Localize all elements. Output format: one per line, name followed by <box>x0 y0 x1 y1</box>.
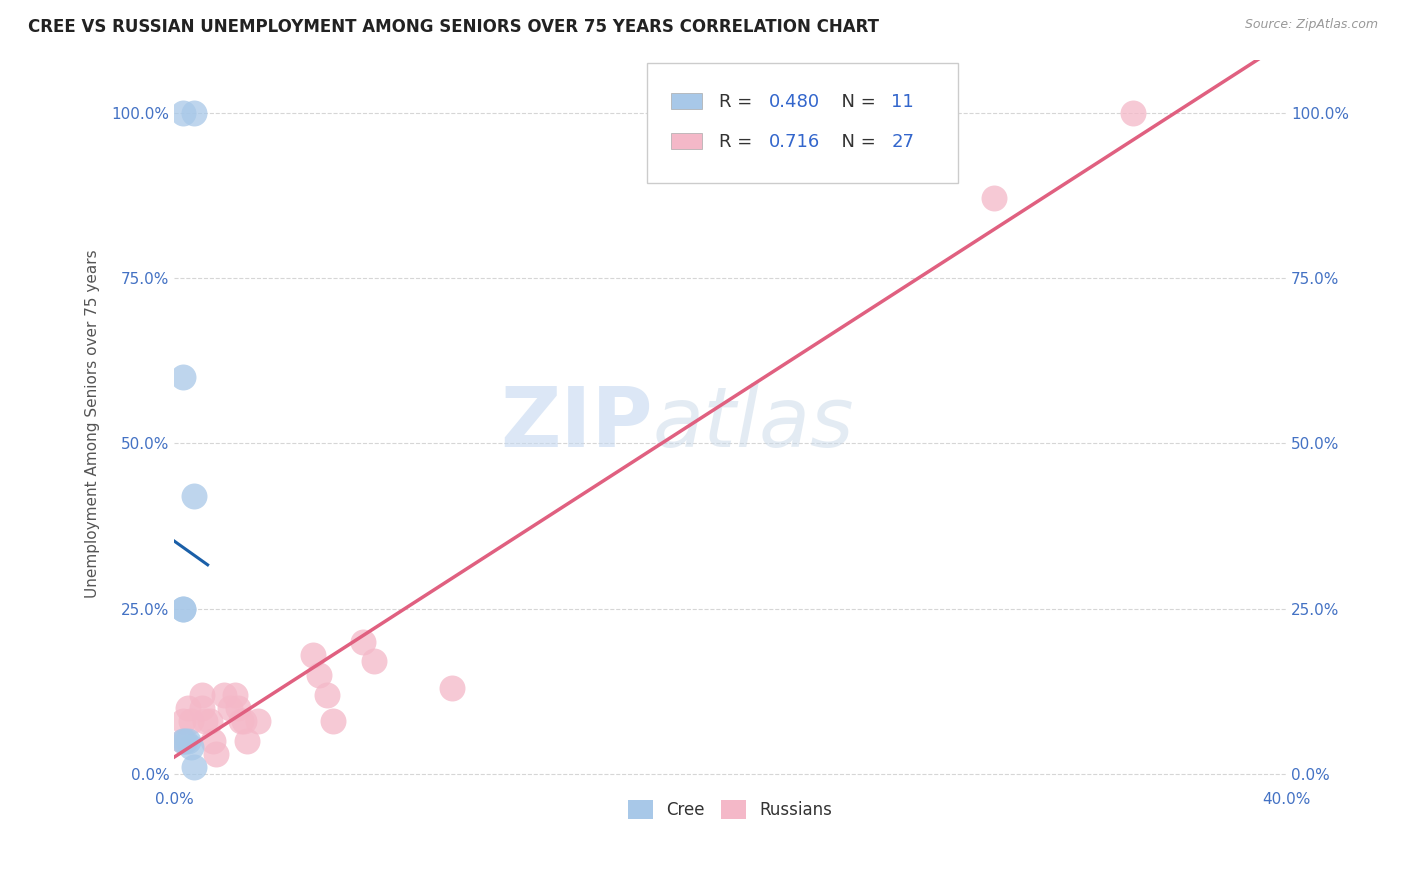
Point <box>205 747 228 761</box>
Point <box>183 489 205 503</box>
Text: N =: N = <box>830 133 882 151</box>
Point <box>1122 105 1144 120</box>
Point <box>322 714 344 728</box>
Point <box>172 734 194 748</box>
Point <box>172 601 194 615</box>
Point <box>229 714 252 728</box>
Point <box>246 714 269 728</box>
FancyBboxPatch shape <box>671 93 703 109</box>
Point <box>172 601 194 615</box>
Point <box>200 714 222 728</box>
Point <box>363 655 385 669</box>
Point <box>191 700 214 714</box>
Text: Source: ZipAtlas.com: Source: ZipAtlas.com <box>1244 18 1378 31</box>
Text: 11: 11 <box>891 93 914 111</box>
Point <box>214 688 236 702</box>
Text: 27: 27 <box>891 133 914 151</box>
Text: 0.716: 0.716 <box>769 133 820 151</box>
Text: N =: N = <box>830 93 882 111</box>
Text: R =: R = <box>718 93 758 111</box>
Point <box>316 688 339 702</box>
Point <box>218 700 240 714</box>
Point <box>180 714 202 728</box>
Legend: Cree, Russians: Cree, Russians <box>621 794 839 826</box>
Point <box>194 714 217 728</box>
Point <box>232 714 254 728</box>
Text: 0.480: 0.480 <box>769 93 820 111</box>
Y-axis label: Unemployment Among Seniors over 75 years: Unemployment Among Seniors over 75 years <box>86 249 100 598</box>
Point <box>172 370 194 384</box>
Point <box>235 734 257 748</box>
Point <box>172 734 194 748</box>
Text: CREE VS RUSSIAN UNEMPLOYMENT AMONG SENIORS OVER 75 YEARS CORRELATION CHART: CREE VS RUSSIAN UNEMPLOYMENT AMONG SENIO… <box>28 18 879 36</box>
Text: ZIP: ZIP <box>499 383 652 464</box>
Point <box>202 734 225 748</box>
Point <box>441 681 464 695</box>
Point <box>983 192 1005 206</box>
Text: atlas: atlas <box>652 383 853 464</box>
Point <box>177 700 200 714</box>
Point <box>224 688 246 702</box>
Point <box>174 734 197 748</box>
Point <box>308 667 330 681</box>
Point <box>183 760 205 774</box>
Point <box>177 734 200 748</box>
FancyBboxPatch shape <box>647 63 957 183</box>
Point <box>172 714 194 728</box>
Point <box>172 105 194 120</box>
Point <box>180 740 202 755</box>
Point <box>352 634 374 648</box>
Text: R =: R = <box>718 133 758 151</box>
Point <box>302 648 325 662</box>
Point <box>183 105 205 120</box>
Point <box>191 688 214 702</box>
FancyBboxPatch shape <box>671 133 703 149</box>
Point <box>226 700 249 714</box>
